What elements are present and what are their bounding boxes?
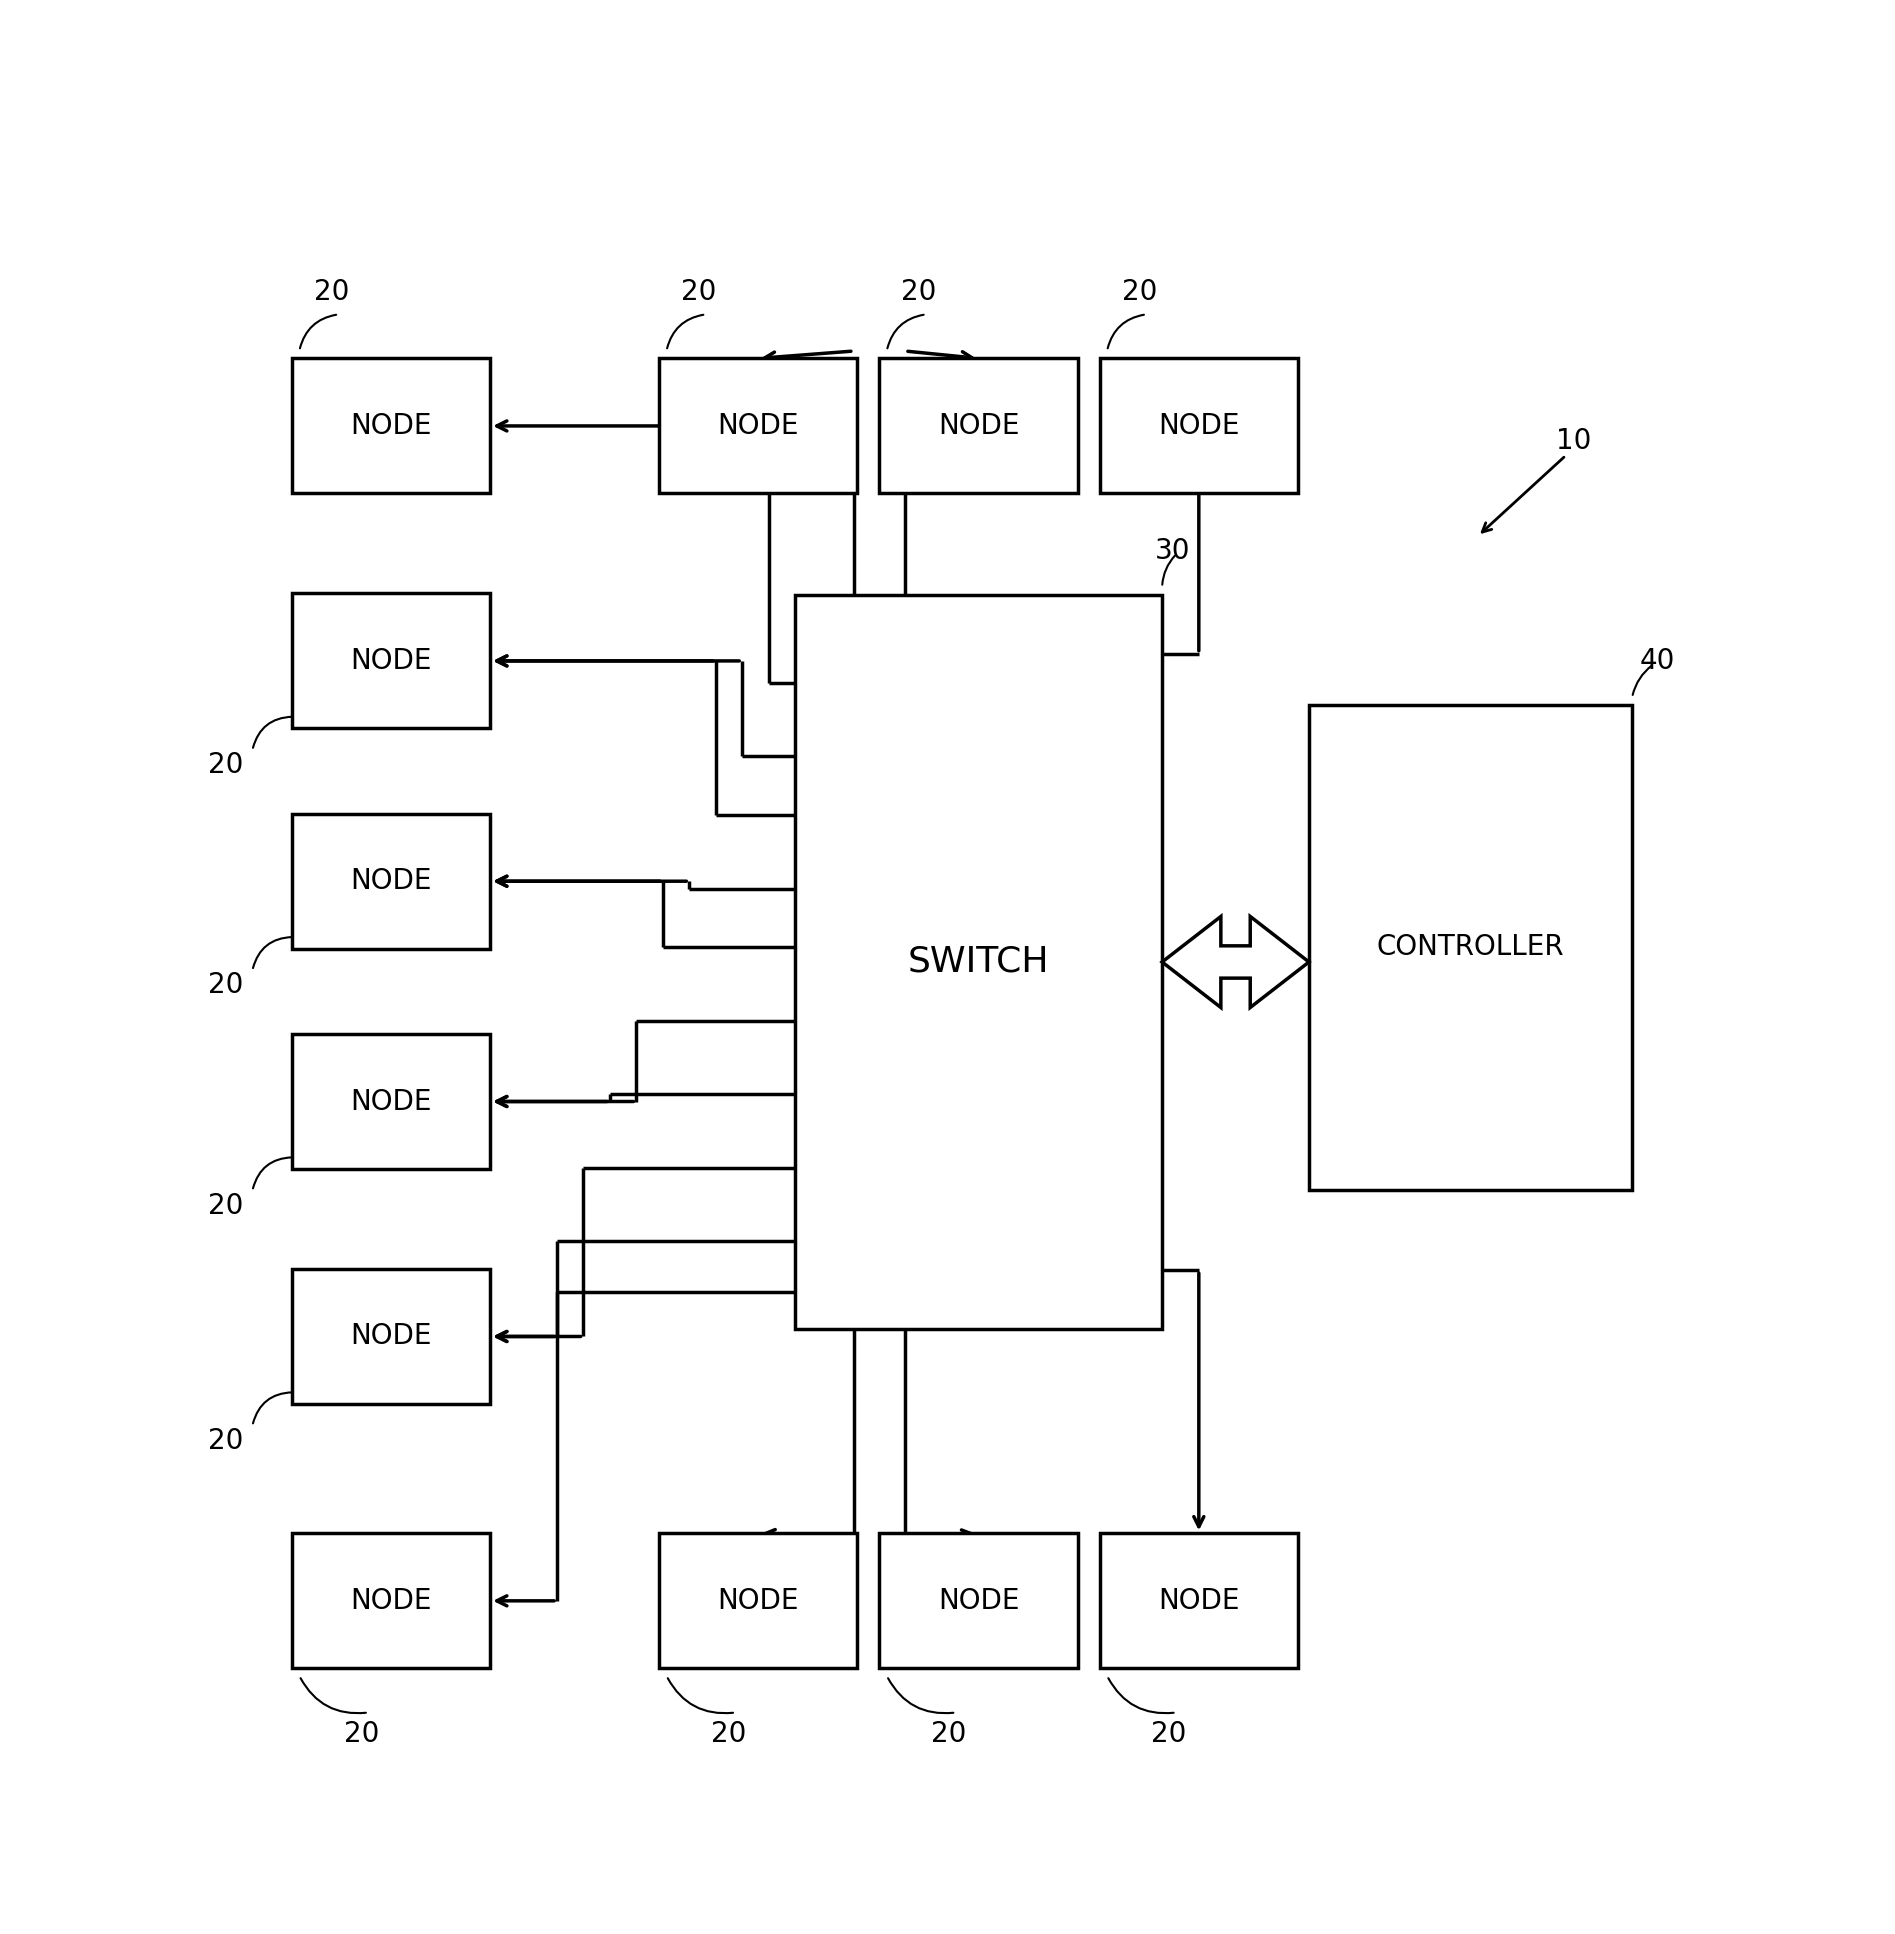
Text: 20: 20	[315, 278, 349, 306]
Bar	[796, 596, 1162, 1329]
Text: 20: 20	[902, 278, 936, 306]
Text: 20: 20	[208, 1427, 244, 1454]
Text: NODE: NODE	[718, 1586, 800, 1615]
Text: 20: 20	[711, 1721, 747, 1748]
Text: 20: 20	[208, 750, 244, 779]
Bar	[1309, 706, 1632, 1189]
Text: 20: 20	[1122, 278, 1158, 306]
Bar	[292, 358, 491, 493]
Text: NODE: NODE	[351, 1586, 432, 1615]
Bar	[659, 358, 857, 493]
Polygon shape	[1162, 917, 1309, 1008]
Text: NODE: NODE	[1158, 412, 1239, 439]
Text: NODE: NODE	[938, 1586, 1020, 1615]
Text: 40: 40	[1639, 646, 1675, 675]
Text: NODE: NODE	[351, 412, 432, 439]
Text: 20: 20	[680, 278, 716, 306]
Text: NODE: NODE	[351, 866, 432, 895]
Bar	[1099, 1534, 1298, 1669]
Text: 20: 20	[930, 1721, 966, 1748]
Text: 20: 20	[343, 1721, 379, 1748]
Text: 10: 10	[1556, 427, 1592, 454]
Bar	[292, 1035, 491, 1168]
Text: NODE: NODE	[351, 1087, 432, 1116]
Text: 20: 20	[208, 1191, 244, 1220]
Text: 30: 30	[1154, 538, 1190, 565]
Bar	[292, 814, 491, 950]
Bar	[659, 1534, 857, 1669]
Text: 20: 20	[208, 971, 244, 1000]
Text: NODE: NODE	[351, 646, 432, 675]
Bar	[292, 1534, 491, 1669]
Bar	[879, 1534, 1078, 1669]
Text: CONTROLLER: CONTROLLER	[1376, 934, 1565, 961]
Text: SWITCH: SWITCH	[908, 946, 1050, 979]
Text: NODE: NODE	[938, 412, 1020, 439]
Text: 20: 20	[1152, 1721, 1186, 1748]
Bar	[292, 1269, 491, 1404]
Bar	[1099, 358, 1298, 493]
Bar	[292, 594, 491, 729]
Bar	[879, 358, 1078, 493]
Text: NODE: NODE	[351, 1323, 432, 1350]
Text: NODE: NODE	[718, 412, 800, 439]
Text: NODE: NODE	[1158, 1586, 1239, 1615]
